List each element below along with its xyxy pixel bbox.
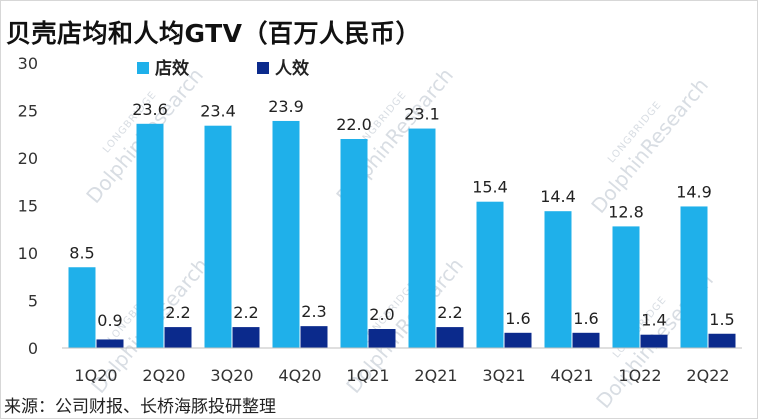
x-axis: 1Q20 2Q20 3Q20 4Q20 1Q21 2Q21 3Q21 4Q21 1Q22 2Q22 [62, 347, 742, 385]
data-label: 15.4 [472, 178, 508, 197]
source-note: 来源：公司财报、长桥海豚投研整理 [4, 397, 276, 417]
data-label: 1.6 [573, 309, 598, 328]
data-label: 23.9 [268, 97, 304, 116]
bar-person [300, 326, 328, 348]
legend: 店效 人效 [137, 58, 309, 79]
x-tick-label: 1Q20 [74, 366, 117, 385]
y-tick-label: 15 [18, 197, 38, 216]
x-tick-label: 2Q21 [414, 366, 457, 385]
bar-person [164, 327, 192, 348]
data-label: 2.3 [301, 302, 326, 321]
data-label: 14.9 [676, 182, 712, 201]
bar-person [572, 332, 600, 348]
data-label: 23.1 [404, 105, 440, 124]
data-label: 1.4 [641, 311, 666, 330]
data-label: 2.0 [369, 305, 394, 324]
data-label: 2.2 [437, 303, 462, 322]
data-label: 14.4 [540, 187, 576, 206]
bar-store [612, 226, 640, 348]
bar-store [340, 139, 368, 348]
bar-store [680, 206, 708, 348]
x-tick-label: 2Q20 [142, 366, 185, 385]
bar-person [708, 333, 736, 348]
data-label: 8.5 [69, 243, 94, 262]
x-tick-label: 4Q21 [550, 366, 593, 385]
bar-store [544, 211, 572, 348]
y-tick-label: 30 [18, 54, 38, 73]
data-label: 23.6 [132, 100, 168, 119]
x-tick-label: 4Q20 [278, 366, 321, 385]
x-tick-label: 1Q22 [618, 366, 661, 385]
bar-store [272, 120, 300, 348]
data-labels-layer: 8.5 0.9 23.6 2.2 23.4 2.2 23.9 2.3 22.0 2.0 23.1 2.… [69, 97, 734, 330]
data-label: 2.2 [165, 303, 190, 322]
y-tick-label: 10 [18, 244, 38, 263]
chart-title: 贝壳店均和人均GTV（百万人民币） [6, 19, 421, 48]
data-label: 0.9 [97, 311, 122, 330]
bars-layer [68, 120, 736, 348]
bar-person [232, 327, 260, 348]
bar-store [408, 128, 436, 348]
data-label: 1.6 [505, 309, 530, 328]
data-label: 2.2 [233, 303, 258, 322]
legend-swatch-person [257, 62, 269, 74]
legend-swatch-store [137, 62, 149, 74]
bar-store [204, 125, 232, 348]
data-label: 22.0 [336, 115, 372, 134]
y-tick-label: 5 [28, 292, 38, 311]
y-tick-label: 20 [18, 149, 38, 168]
y-axis: 0 5 10 15 20 25 30 [18, 54, 38, 358]
bar-store [476, 201, 504, 348]
y-tick-label: 25 [18, 102, 38, 121]
bar-person [640, 334, 668, 348]
bar-person [436, 327, 464, 348]
bar-store [136, 123, 164, 348]
data-label: 12.8 [608, 202, 644, 221]
legend-label-person: 人效 [275, 58, 309, 79]
bar-person [504, 332, 532, 348]
x-tick-label: 1Q21 [346, 366, 389, 385]
bar-person [368, 329, 396, 348]
legend-label-store: 店效 [155, 58, 189, 79]
y-tick-label: 0 [28, 339, 38, 358]
data-label: 23.4 [200, 102, 236, 121]
x-tick-label: 2Q22 [686, 366, 729, 385]
bar-store [68, 267, 96, 348]
data-label: 1.5 [709, 310, 734, 329]
x-tick-label: 3Q20 [210, 366, 253, 385]
bar-person [96, 339, 124, 348]
x-tick-label: 3Q21 [482, 366, 525, 385]
